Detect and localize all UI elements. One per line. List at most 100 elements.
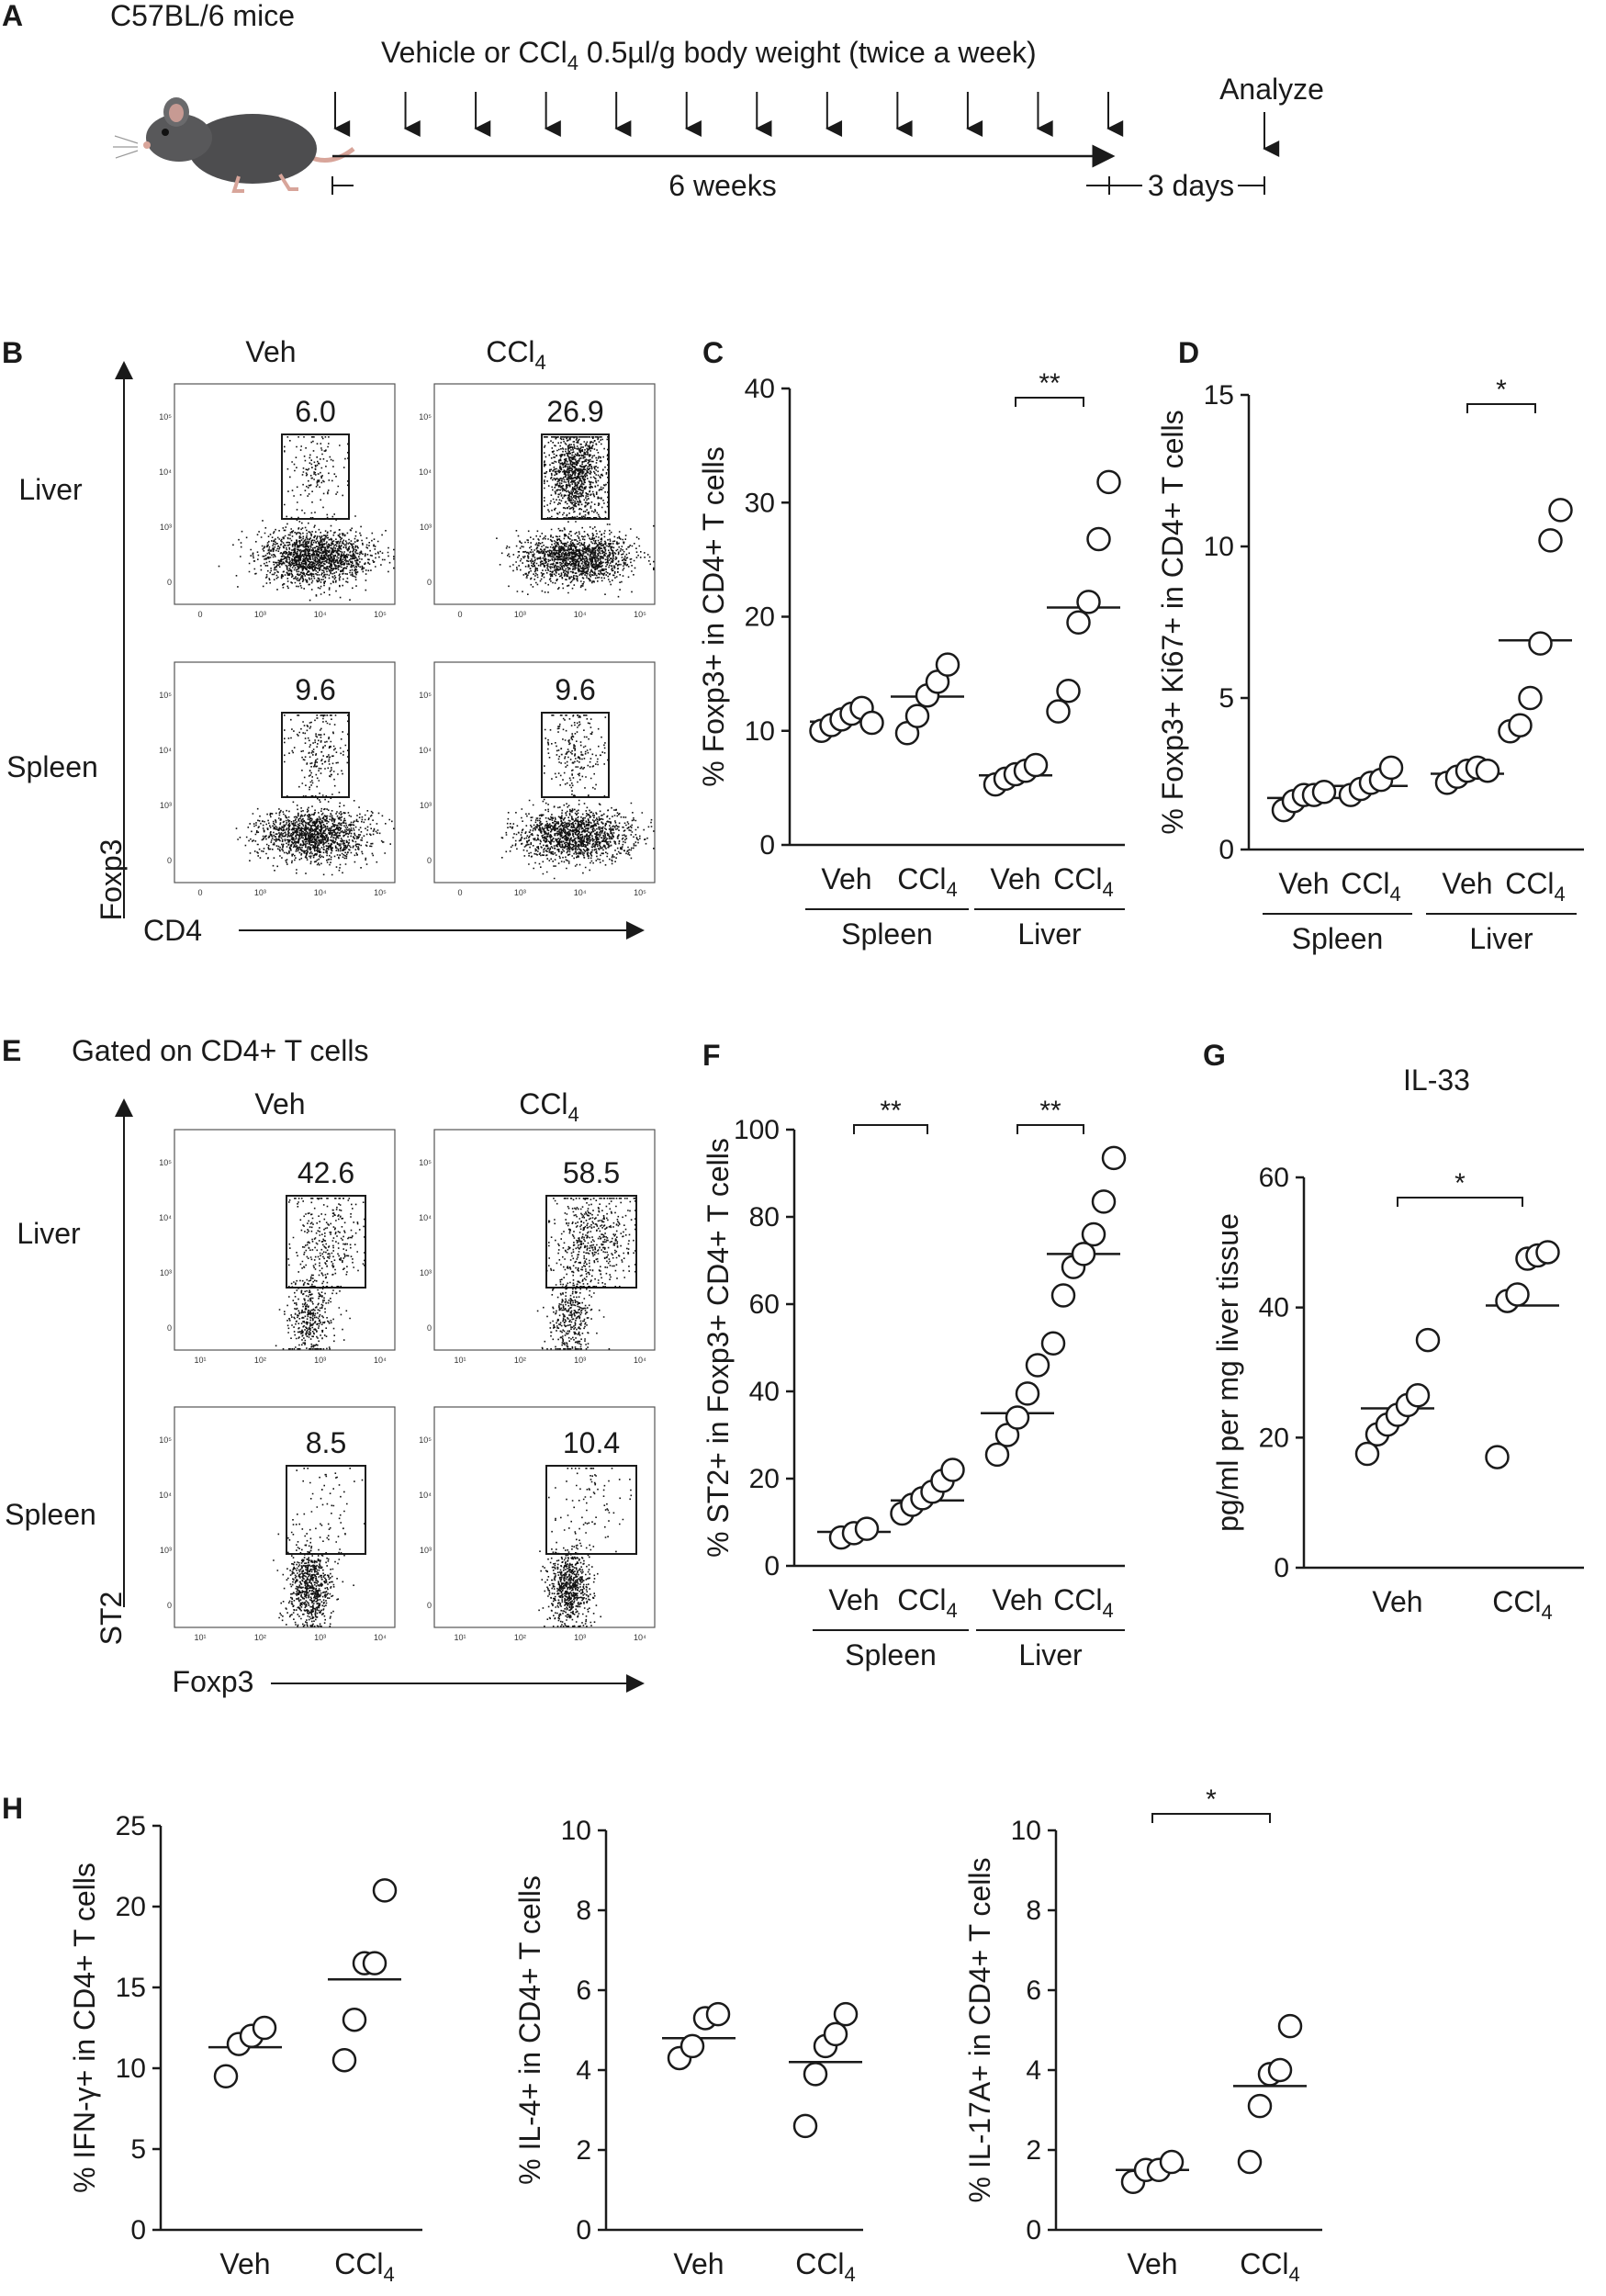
chart-h1: 0 5 10 15 20 25 % IFN-γ+ in CD4+ T cells Veh CCl…: [68, 1811, 422, 2286]
facs-b-plot: 0 10³ 10⁴ 10⁵ 0 10³ 10⁴ 10⁵ 9.6: [419, 661, 656, 897]
facs-b-row-label-spleen: Spleen: [6, 750, 98, 783]
facs-x-tick: 10⁴: [634, 1633, 646, 1642]
y-axis-label: % ST2+ in Foxp3+ CD4+ T cells: [702, 1138, 735, 1558]
significance-bracket: [1015, 397, 1084, 407]
y-tick-label: 5: [130, 2134, 146, 2165]
data-point: [705, 2001, 731, 2027]
facs-y-tick: 10⁴: [419, 746, 432, 755]
data-point: [859, 710, 884, 736]
facs-e-x-label: Foxp3: [173, 1665, 254, 1698]
data-point: [252, 2015, 277, 2041]
facs-y-tick: 10⁴: [419, 1491, 432, 1500]
y-tick-label: 5: [1219, 683, 1234, 714]
chart-title: IL-33: [1403, 1064, 1470, 1097]
group-label: CCl4: [1505, 867, 1566, 906]
facs-y-tick: 10⁴: [159, 467, 172, 477]
y-tick-label: 80: [749, 1202, 780, 1232]
facs-x-tick: 10³: [574, 1633, 586, 1642]
data-point: [833, 2001, 859, 2027]
y-tick-label: 10: [1011, 1816, 1041, 1846]
group-label: CCl4: [334, 2247, 395, 2286]
chart-f: 0 20 40 60 80 100% ST2+ in Foxp3+ CD4+ T cell…: [702, 1096, 1127, 1671]
data-point: [1415, 1327, 1441, 1353]
facs-events: [538, 1468, 633, 1627]
data-point: [331, 2047, 357, 2073]
panel-letter-a: A: [2, 0, 23, 32]
gate-percentage: 58.5: [563, 1156, 620, 1189]
panel-e: E Gated on CD4+ T cells Veh CCl4 Liver S…: [2, 1034, 656, 1698]
facs-y-tick: 10³: [420, 1268, 432, 1277]
facs-plot-frame: [433, 1129, 656, 1351]
gate-percentage: 10.4: [563, 1426, 620, 1459]
facs-y-tick: 10⁴: [159, 746, 172, 755]
facs-x-tick: 0: [197, 610, 202, 619]
y-tick-label: 40: [745, 374, 775, 404]
data-point: [792, 2113, 818, 2139]
facs-gate: [541, 433, 610, 520]
y-tick-label: 10: [745, 716, 775, 747]
facs-e-row-label-liver: Liver: [17, 1217, 81, 1250]
mouse-whiskers-icon: [113, 135, 139, 159]
facs-e-row-label-spleen: Spleen: [5, 1498, 96, 1531]
significance-label: *: [1206, 1784, 1217, 1815]
facs-x-tick: 0: [197, 888, 202, 897]
y-tick-label: 20: [1259, 1423, 1289, 1453]
facs-x-tick: 10¹: [454, 1356, 466, 1365]
facs-gate: [281, 433, 350, 520]
panel-letter-g: G: [1203, 1039, 1226, 1072]
y-tick-label: 0: [130, 2215, 146, 2245]
significance-label: **: [1039, 368, 1061, 399]
data-point: [1096, 469, 1121, 495]
facs-events: [500, 715, 655, 880]
tissue-label: Spleen: [845, 1638, 937, 1671]
group-label: CCl4: [1492, 1585, 1553, 1624]
tissue-label: Liver: [1018, 1638, 1083, 1671]
y-tick-label: 2: [1026, 2135, 1041, 2166]
y-tick-label: 0: [576, 2215, 591, 2245]
facs-y-tick: 10⁵: [419, 691, 432, 700]
significance-bracket: [853, 1124, 928, 1134]
gate-percentage: 9.6: [295, 673, 335, 706]
y-tick-label: 20: [116, 1892, 146, 1922]
data-point: [1518, 685, 1543, 711]
data-point: [1023, 752, 1049, 778]
data-point: [1066, 610, 1091, 635]
facs-y-tick: 0: [427, 1323, 432, 1333]
facs-y-tick: 10⁵: [159, 1435, 172, 1445]
y-tick-label: 8: [576, 1896, 591, 1926]
y-tick-label: 4: [1026, 2055, 1041, 2086]
y-tick-label: 20: [745, 602, 775, 633]
y-tick-label: 20: [749, 1464, 780, 1494]
facs-e-plot: 10¹ 10² 10³ 10⁴ 0 10³ 10⁴ 10⁵ 42.6: [159, 1129, 396, 1365]
facs-gate: [286, 1465, 366, 1555]
facs-y-tick: 10³: [160, 1546, 172, 1555]
facs-events: [218, 436, 395, 602]
y-tick-label: 10: [561, 1816, 591, 1846]
y-tick-label: 100: [734, 1115, 780, 1145]
data-point: [1247, 2093, 1273, 2119]
mouse-strain-label: C57BL/6 mice: [110, 0, 295, 32]
y-axis-label: % Foxp3+ Ki67+ in CD4+ T cells: [1156, 410, 1189, 834]
significance-label: *: [1454, 1168, 1466, 1199]
significance-label: *: [1496, 375, 1507, 405]
data-point: [679, 2033, 705, 2059]
data-point: [1159, 2149, 1185, 2175]
data-point: [1378, 755, 1404, 781]
treatment-label: Vehicle or CCl4 0.5µl/g body weight (twi…: [381, 36, 1037, 74]
facs-y-tick: 10⁴: [419, 467, 432, 477]
significance-bracket: [1397, 1197, 1523, 1207]
facs-events: [273, 1468, 365, 1627]
facs-b-plot: 0 10³ 10⁴ 10⁵ 0 10³ 10⁴ 10⁵ 6.0: [159, 383, 396, 619]
group-label: Veh: [821, 862, 871, 895]
significance-bracket: [1466, 403, 1536, 413]
y-tick-label: 4: [576, 2055, 591, 2086]
data-point: [1237, 2149, 1263, 2175]
data-point: [1311, 780, 1337, 805]
y-tick-label: 2: [576, 2135, 591, 2166]
group-label: CCl4: [795, 2247, 856, 2286]
chart-h2: 0 2 4 6 8 10 % IL-4+ in CD4+ T cells Veh CCl4: [513, 1816, 863, 2286]
data-point: [1050, 1283, 1076, 1308]
facs-y-tick: 10⁵: [419, 412, 432, 422]
y-tick-label: 25: [116, 1811, 146, 1841]
group-label: Veh: [990, 862, 1040, 895]
